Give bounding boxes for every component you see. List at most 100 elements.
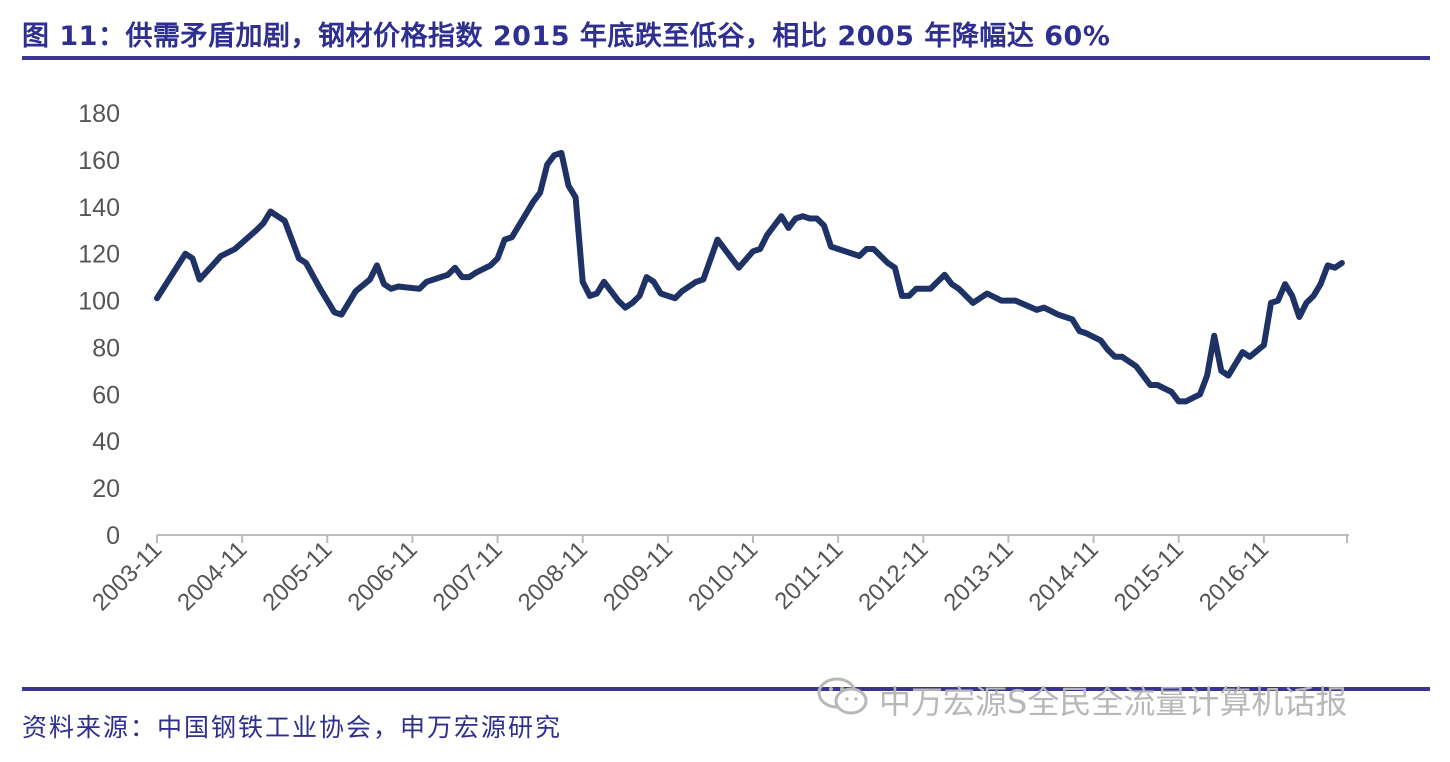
y-tick-label: 140 [78,194,120,222]
data-point [199,278,201,280]
x-axis: 2003-11 2004-11 2005-11 2006-11 2007-11 2008-… [87,534,1349,616]
data-point [390,288,392,290]
data-point [660,293,662,295]
series-line [154,149,1345,405]
data-point [1085,332,1087,334]
data-point [695,281,697,283]
data-point [1178,400,1180,402]
data-point [355,290,357,292]
data-point [972,302,974,304]
y-tick-label: 120 [78,241,120,269]
data-point [1121,356,1123,358]
data-point [255,229,257,231]
data-point [1327,264,1329,266]
data-point [787,227,789,229]
data-point [1298,316,1300,318]
data-point [568,185,570,187]
data-point [766,234,768,236]
data-point [944,274,946,276]
data-point [780,215,782,217]
footer-divider [22,687,1430,691]
data-point [1227,375,1229,377]
data-point [234,248,236,250]
data-point [1320,283,1322,285]
data-point [1284,283,1286,285]
x-tick-label: 2008-11 [513,536,593,616]
data-point [1043,307,1045,309]
source-note: 资料来源：中国钢铁工业协会，申万宏源研究 [22,713,563,742]
data-point [717,239,719,241]
data-point [731,257,733,259]
data-point [305,262,307,264]
data-point [1263,344,1265,346]
data-point [1313,295,1315,297]
data-point [596,293,598,295]
data-point [887,262,889,264]
data-point [631,302,633,304]
data-point [1242,351,1244,353]
data-point [1015,300,1017,302]
data-point [866,248,868,250]
title-divider [22,56,1430,60]
data-point [830,246,832,248]
data-point [589,295,591,297]
data-point [1341,262,1343,264]
data-point [511,236,513,238]
watermark: 中万宏源S全民全流量计算机话报 [815,676,1347,724]
x-tick-label: 2007-11 [428,536,508,616]
x-tick-label: 2005-11 [257,536,337,616]
data-point [858,255,860,257]
data-point [468,276,470,278]
data-point [844,250,846,252]
x-tick-label: 2015-11 [1109,536,1189,616]
data-point [901,295,903,297]
data-point [553,154,555,156]
plot-area [154,149,1345,405]
data-point [426,281,428,283]
data-point [284,220,286,222]
data-point [489,264,491,266]
data-point [894,267,896,269]
data-point [1277,300,1279,302]
data-point [156,297,158,299]
data-point [795,218,797,219]
data-point [333,311,335,313]
data-point [1100,339,1102,341]
data-point [546,164,548,166]
x-tick-label: 2012-11 [853,536,933,616]
data-point [560,152,562,154]
data-point [929,288,931,290]
y-tick-label: 180 [78,100,120,128]
data-point [376,264,378,266]
data-point [759,248,761,250]
data-point [1107,349,1109,351]
data-point [915,288,917,290]
data-point [369,278,371,280]
y-tick-label: 0 [106,522,120,550]
data-point [702,278,704,280]
data-point [440,276,442,278]
data-point [575,196,577,198]
y-tick-label: 100 [78,288,120,316]
data-point [1199,393,1201,395]
data-point [525,213,527,215]
x-tick-label: 2013-11 [939,536,1019,616]
data-point [1036,309,1038,311]
x-tick-label: 2006-11 [343,536,423,616]
data-point [504,239,506,241]
data-point [986,293,988,295]
x-tick-label: 2016-11 [1194,536,1274,616]
data-point [1000,300,1002,302]
data-point [454,267,456,269]
data-point [532,201,534,203]
data-point [1220,370,1222,372]
y-tick-label: 20 [92,475,120,503]
watermark-text: 中万宏源S全民全流量计算机话报 [879,683,1348,721]
data-point [752,250,754,252]
data-point [1305,302,1307,304]
data-point [667,295,669,297]
data-point [298,257,300,259]
data-point [624,307,626,309]
data-point [1135,365,1137,367]
data-point [1334,267,1336,269]
